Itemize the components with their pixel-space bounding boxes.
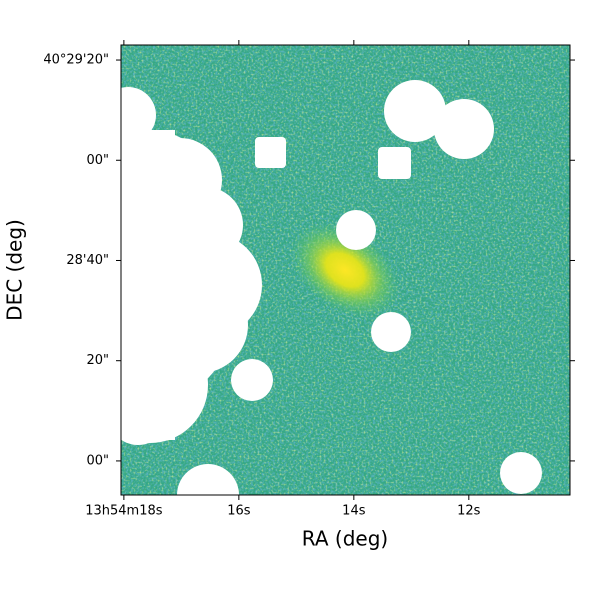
mask (121, 80, 542, 495)
y-tick-label: 40°29'20" (43, 53, 109, 68)
y-tick-label: 20" (86, 353, 109, 368)
x-axis-label: RA (deg) (302, 527, 388, 551)
axes-frame (120, 44, 571, 496)
x-tick-label: 14s (342, 504, 366, 519)
x-tick-label: 12s (457, 504, 481, 519)
y-tick-label: 00" (86, 453, 109, 468)
y-tick-label: 00" (86, 153, 109, 168)
y-tick-label: 28'40" (66, 253, 109, 268)
x-tick-label: 16s (227, 504, 251, 519)
image (121, 45, 570, 495)
x-tick-label: 13h54m18s (85, 504, 163, 519)
y-axis-label: DEC (deg) (3, 219, 27, 321)
